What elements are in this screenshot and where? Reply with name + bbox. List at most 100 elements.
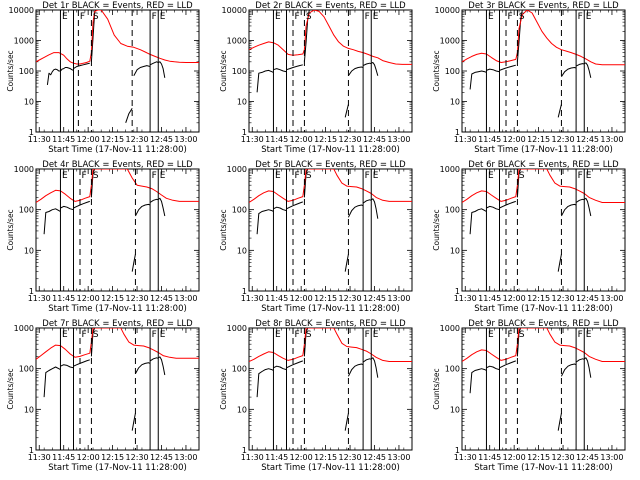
time-marker-label: F <box>152 330 157 340</box>
events-series-line <box>557 413 562 431</box>
x-tick-label: 12:30 <box>126 453 149 462</box>
chart-panel: Det 7r BLACK = Events, RED = LLD 1 10 100 10… <box>6 319 200 473</box>
x-tick-label: 12:15 <box>314 294 337 303</box>
y-tick-label: 1000 <box>227 324 247 333</box>
y-tick-label: 100 <box>445 67 460 76</box>
y-tick-label: 1 <box>29 128 34 137</box>
x-tick-label: 11:30 <box>241 294 264 303</box>
events-series-line <box>134 203 151 217</box>
events-series-line <box>469 368 487 394</box>
time-marker-label: F <box>82 330 87 340</box>
x-tick-label: 13:00 <box>600 453 623 462</box>
time-marker-label: S <box>519 330 525 340</box>
time-marker-label: E <box>488 12 494 22</box>
y-tick-label: 100 <box>232 206 247 215</box>
x-tick-label: 12:00 <box>77 453 100 462</box>
events-series-line <box>499 360 516 369</box>
time-marker-label: E <box>275 330 281 340</box>
events-series-line <box>584 197 592 217</box>
y-tick-label: 10000 <box>435 6 460 15</box>
events-series-line <box>60 67 74 72</box>
events-series-line <box>73 359 90 367</box>
time-marker-label: F <box>508 12 513 22</box>
time-marker-label: E <box>586 12 592 22</box>
time-marker-label: F <box>295 171 300 181</box>
x-axis-label: Start Time (17-Nov-11 11:28:00) <box>48 145 187 155</box>
x-tick-label: 12:30 <box>552 453 575 462</box>
x-tick-label: 11:45 <box>52 135 75 144</box>
time-marker-label: F <box>508 330 513 340</box>
x-tick-label: 11:30 <box>241 453 264 462</box>
y-tick-label: 1 <box>455 287 460 296</box>
lld-series-line <box>462 328 625 362</box>
y-tick-label: 10000 <box>222 6 247 15</box>
time-marker-label: S <box>306 12 312 22</box>
x-tick-label: 12:30 <box>339 294 362 303</box>
chart-panel: Det 4r BLACK = Events, RED = LLD 1 10 100 10… <box>6 160 200 314</box>
lld-series-line <box>36 10 199 65</box>
lld-series-line <box>462 169 625 203</box>
events-series-line <box>60 364 74 369</box>
x-tick-label: 11:45 <box>52 453 75 462</box>
chart-title: Det 5r BLACK = Events, RED = LLD <box>255 160 406 170</box>
time-marker-label: E <box>62 171 68 181</box>
y-tick-label: 10 <box>24 98 34 107</box>
y-tick-label: 1 <box>455 446 460 455</box>
events-series-line <box>133 65 151 76</box>
chart-title: Det 8r BLACK = Events, RED = LLD <box>255 319 406 329</box>
time-marker-label: E <box>275 171 281 181</box>
lld-series-line <box>462 10 625 66</box>
events-series-line <box>371 357 379 378</box>
time-marker-label: E <box>488 171 494 181</box>
x-tick-label: 12:00 <box>503 135 526 144</box>
x-tick-label: 12:15 <box>314 135 337 144</box>
events-series-line <box>256 209 274 235</box>
x-tick-label: 13:00 <box>174 294 197 303</box>
x-tick-label: 11:45 <box>478 294 501 303</box>
x-tick-label: 12:45 <box>363 294 386 303</box>
events-series-line <box>371 198 379 219</box>
events-series-line <box>575 63 585 67</box>
x-tick-label: 13:00 <box>387 453 410 462</box>
time-marker-label: E <box>586 330 592 340</box>
time-marker-label: S <box>306 330 312 340</box>
events-series-line <box>256 69 274 93</box>
time-marker-label: F <box>578 12 583 22</box>
events-series-line <box>486 365 500 371</box>
chart-panel: Det 1r BLACK = Events, RED = LLD 1 10 100 10… <box>6 1 200 155</box>
y-tick-label: 1000 <box>227 37 247 46</box>
time-marker-label: E <box>160 330 166 340</box>
x-tick-label: 13:00 <box>174 135 197 144</box>
y-axis-label: Counts/sec <box>6 50 15 91</box>
y-tick-label: 1 <box>242 128 247 137</box>
lld-series-line <box>36 328 199 360</box>
time-marker-label: E <box>160 171 166 181</box>
time-marker-label: S <box>519 12 525 22</box>
y-tick-label: 10 <box>237 246 247 255</box>
x-tick-label: 12:00 <box>290 294 313 303</box>
events-series-line <box>344 413 349 431</box>
x-tick-label: 12:45 <box>363 135 386 144</box>
events-series-line <box>560 363 577 377</box>
events-series-line <box>584 62 592 78</box>
x-tick-label: 12:00 <box>290 453 313 462</box>
x-tick-label: 12:45 <box>576 453 599 462</box>
y-tick-label: 1 <box>242 287 247 296</box>
x-tick-label: 12:30 <box>339 135 362 144</box>
time-marker-label: F <box>365 171 370 181</box>
x-tick-label: 12:45 <box>363 453 386 462</box>
x-tick-label: 13:00 <box>174 453 197 462</box>
y-tick-label: 100 <box>19 365 34 374</box>
x-tick-label: 12:15 <box>101 453 124 462</box>
time-marker-label: E <box>275 12 281 22</box>
events-series-line <box>575 198 585 203</box>
events-series-line <box>362 199 372 204</box>
x-axis-label: Start Time (17-Nov-11 11:28:00) <box>474 145 613 155</box>
x-axis-label: Start Time (17-Nov-11 11:28:00) <box>261 463 400 473</box>
y-tick-label: 100 <box>445 206 460 215</box>
x-tick-label: 12:45 <box>150 294 173 303</box>
events-series-line <box>43 366 61 398</box>
chart-title: Det 7r BLACK = Events, RED = LLD <box>42 319 193 329</box>
x-tick-label: 11:30 <box>28 294 51 303</box>
lld-series-line <box>249 328 412 362</box>
